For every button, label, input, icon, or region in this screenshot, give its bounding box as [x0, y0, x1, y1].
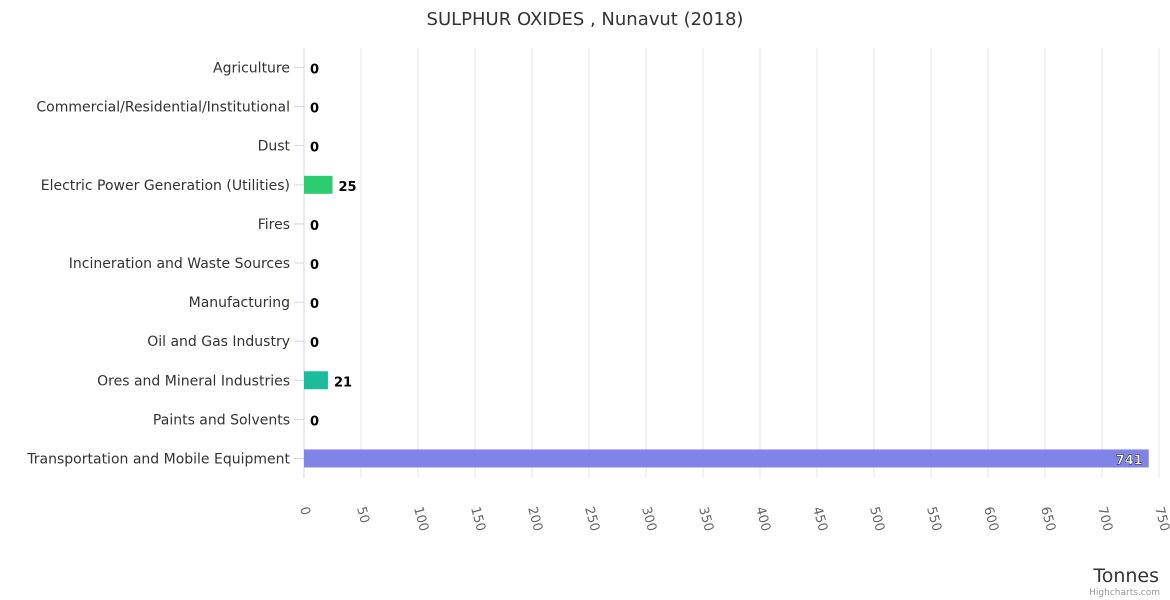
- data-label: 0: [310, 102, 319, 117]
- category-label: Ores and Mineral Industries: [97, 373, 290, 389]
- axis-title: Tonnes: [1092, 565, 1159, 587]
- category-label: Fires: [258, 217, 290, 233]
- data-label: 741: [1116, 453, 1143, 468]
- category-label: Manufacturing: [189, 295, 290, 311]
- data-label: 0: [310, 414, 319, 429]
- chart-title: SULPHUR OXIDES , Nunavut (2018): [427, 9, 744, 30]
- category-label: Commercial/Residential/Institutional: [36, 100, 290, 116]
- x-tick-label: 700: [1094, 505, 1115, 533]
- x-tick-label: 400: [752, 505, 773, 533]
- category-label: Incineration and Waste Sources: [69, 256, 290, 272]
- data-label: 25: [339, 180, 357, 195]
- x-tick-label: 300: [638, 505, 659, 533]
- x-tick-label: 500: [866, 505, 887, 533]
- data-label: 0: [310, 258, 319, 273]
- category-label: Electric Power Generation (Utilities): [41, 178, 290, 194]
- category-label: Paints and Solvents: [153, 412, 290, 428]
- x-tick-label: 650: [1037, 505, 1058, 533]
- data-label: 0: [310, 336, 319, 351]
- category-label: Transportation and Mobile Equipment: [26, 451, 290, 467]
- x-tick-label: 50: [353, 505, 372, 525]
- data-label: 0: [310, 63, 319, 78]
- x-tick-label: 100: [410, 505, 431, 533]
- x-tick-label: 750: [1151, 505, 1170, 533]
- x-tick-label: 200: [524, 505, 545, 533]
- category-label: Agriculture: [213, 61, 290, 77]
- x-tick-label: 550: [923, 505, 944, 533]
- x-tick-label: 150: [467, 505, 488, 533]
- category-label: Oil and Gas Industry: [147, 334, 290, 350]
- x-tick-label: 0: [296, 505, 313, 517]
- bar: [304, 371, 328, 390]
- x-tick-label: 350: [695, 505, 716, 533]
- x-tick-label: 600: [980, 505, 1001, 533]
- data-label: 21: [334, 375, 352, 390]
- category-label: Dust: [258, 139, 291, 155]
- data-label: 0: [310, 297, 319, 312]
- data-label: 0: [310, 219, 319, 234]
- x-tick-label: 450: [809, 505, 830, 533]
- credits-link: Highcharts.com: [1089, 588, 1160, 598]
- data-label: 0: [310, 141, 319, 156]
- bar: [304, 175, 333, 194]
- x-tick-label: 250: [581, 505, 602, 533]
- bar: [304, 449, 1149, 468]
